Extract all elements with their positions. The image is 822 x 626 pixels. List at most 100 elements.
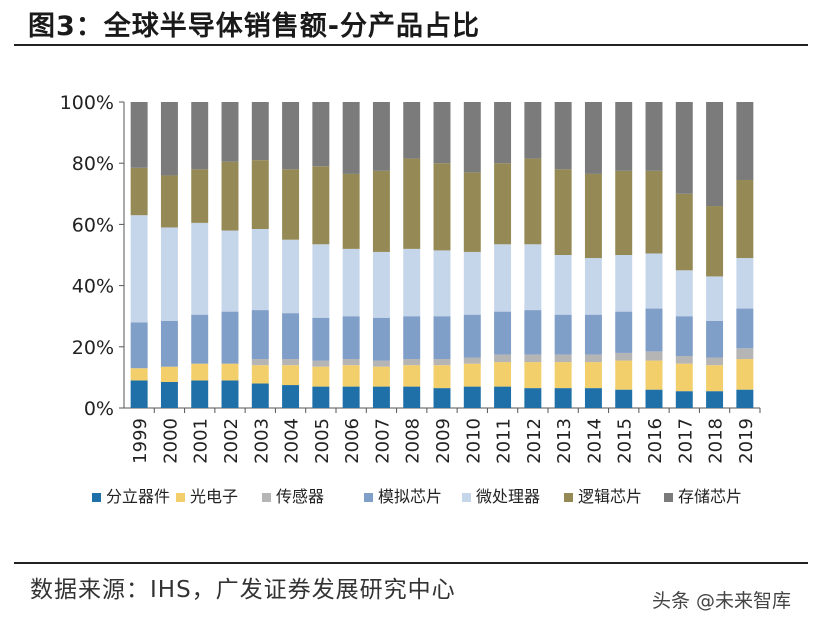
bar-segment — [706, 276, 724, 321]
x-tick-label: 2008 — [403, 418, 424, 464]
x-tick-label: 1999 — [130, 418, 151, 464]
bar-segment — [463, 102, 481, 173]
bar-segment — [282, 385, 300, 408]
bar-segment — [706, 206, 724, 277]
bar-segment — [372, 366, 390, 387]
bar-segment — [524, 102, 542, 159]
bar-segment — [251, 102, 269, 161]
legend-label: 光电子 — [190, 487, 238, 506]
bar-segment — [433, 250, 451, 317]
bar-segment — [372, 317, 390, 361]
source-note: 数据来源：IHS，广发证券发展研究中心 — [30, 577, 456, 603]
bar-segment — [554, 255, 572, 315]
bar-segment — [342, 102, 360, 174]
bar-segment — [191, 169, 209, 223]
bar-segment — [494, 311, 512, 355]
bar-segment — [251, 365, 269, 384]
bar-segment — [221, 380, 239, 408]
bar-segment — [433, 365, 451, 389]
bar-segment — [191, 102, 209, 170]
bar-segment — [221, 230, 239, 312]
bar-segment — [554, 169, 572, 255]
x-tick-label: 2000 — [160, 418, 181, 464]
y-tick-label: 100% — [60, 92, 114, 114]
x-tick-label: 2015 — [615, 418, 636, 464]
y-tick-label: 0% — [84, 398, 114, 420]
bar-segment — [312, 386, 330, 408]
bar-segment — [191, 380, 209, 408]
bar-segment — [160, 102, 178, 176]
bar-segment — [312, 317, 330, 361]
bar-segment — [736, 258, 754, 309]
bar-segment — [160, 227, 178, 321]
legend-label: 分立器件 — [106, 487, 170, 506]
x-tick-label: 2016 — [645, 418, 666, 464]
bar-segment — [251, 310, 269, 360]
bar-segment — [372, 102, 390, 171]
bar-segment — [706, 391, 724, 408]
bar-segment — [372, 251, 390, 318]
bar-segment — [524, 354, 542, 363]
bar-segment — [463, 386, 481, 408]
bar-segment — [403, 248, 421, 317]
bar-segment — [403, 316, 421, 360]
legend-swatch — [92, 493, 101, 502]
bottom-rule — [14, 562, 808, 564]
bar-segment — [584, 388, 602, 408]
bar-segment — [191, 222, 209, 315]
bar-segment — [584, 314, 602, 355]
bar-segment — [160, 366, 178, 382]
bar-segment — [251, 160, 269, 229]
bar-segment — [706, 357, 724, 366]
x-tick-label: 2006 — [342, 418, 363, 464]
x-tick-label: 2003 — [251, 418, 272, 464]
bar-segment — [736, 102, 754, 181]
bar-segment — [645, 351, 663, 361]
watermark: 头条 @未来智库 — [652, 590, 792, 612]
bar-segment — [463, 251, 481, 315]
legend-swatch — [262, 493, 271, 502]
bar-segment — [463, 172, 481, 252]
bar-segment — [372, 360, 390, 367]
x-tick-label: 2012 — [524, 418, 545, 464]
bar-segment — [160, 381, 178, 408]
x-tick-label: 2002 — [221, 418, 242, 464]
bar-segment — [221, 161, 239, 231]
x-tick-label: 2013 — [554, 418, 575, 464]
bar-segment — [312, 102, 330, 167]
bar-segment — [251, 359, 269, 366]
bar-segment — [403, 102, 421, 159]
x-tick-label: 2004 — [282, 418, 303, 464]
bar-segment — [160, 320, 178, 367]
bar-segment — [615, 389, 633, 408]
bar-segment — [312, 166, 330, 245]
bar-segment — [645, 170, 663, 254]
bar-segment — [706, 102, 724, 207]
bar-segment — [584, 258, 602, 315]
legend-swatch — [364, 493, 373, 502]
bar-segment — [463, 314, 481, 358]
bar-segment — [463, 363, 481, 387]
bar-segment — [463, 357, 481, 364]
bar-segment — [494, 386, 512, 408]
legend-label: 传感器 — [276, 487, 324, 506]
legend-swatch — [664, 493, 673, 502]
bar-segment — [494, 362, 512, 387]
legend-label: 微处理器 — [476, 487, 540, 506]
bar-segment — [372, 170, 390, 252]
bar-segment — [494, 102, 512, 164]
bar-segment — [736, 359, 754, 390]
bar-segment — [251, 228, 269, 311]
bar-segment — [615, 311, 633, 353]
bar-segment — [312, 244, 330, 318]
bar-segment — [736, 180, 754, 259]
bar-segment — [160, 175, 178, 228]
legend-swatch — [176, 493, 185, 502]
bar-segment — [494, 163, 512, 245]
bar-segment — [342, 359, 360, 366]
legend-swatch — [462, 493, 471, 502]
bar-segment — [736, 389, 754, 408]
bar-segment — [675, 270, 693, 317]
bar-segment — [433, 102, 451, 164]
x-tick-label: 2009 — [433, 418, 454, 464]
